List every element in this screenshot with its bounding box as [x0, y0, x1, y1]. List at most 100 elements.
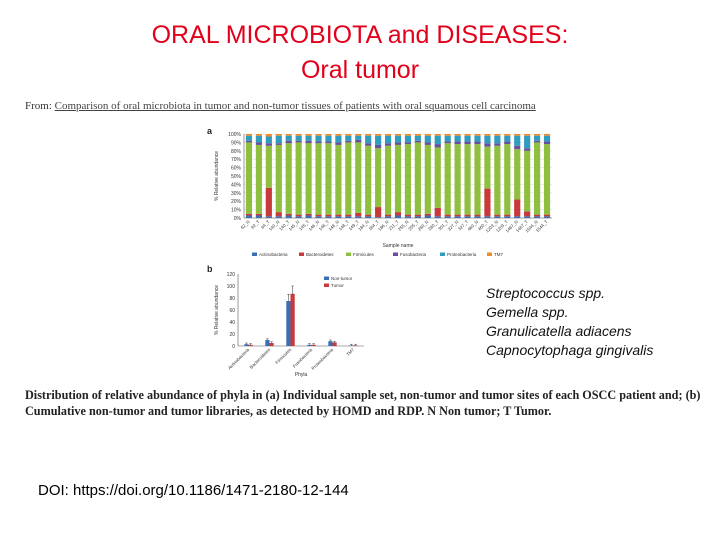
panel-a-label: a.: [207, 126, 215, 136]
chart-a-bar-segment: [315, 214, 322, 217]
chart-a-bar-segment: [504, 214, 511, 217]
chart-a-bar-segment: [534, 214, 541, 217]
chart-a-bar-segment: [454, 134, 461, 136]
chart-a-bar-segment: [305, 135, 312, 141]
chart-a-bar-segment: [434, 135, 441, 145]
chart-a-bar-segment: [424, 215, 431, 218]
chart-a-bar-segment: [305, 215, 312, 218]
chart-a-bar-segment: [444, 134, 451, 136]
chart-a-bar-segment: [494, 134, 501, 136]
chart-a-y-tick-label: 60%: [231, 166, 242, 172]
chart-a-bar-segment: [335, 216, 342, 218]
chart-a-bar-segment: [474, 216, 481, 218]
chart-a-bar-segment: [335, 144, 342, 215]
chart-a-bar-segment: [275, 143, 282, 145]
chart-a-bar-segment: [474, 135, 481, 142]
chart-a-bar-segment: [245, 215, 253, 218]
chart-a-bar-segment: [375, 148, 382, 208]
caption-line-2: Cumulative non-tumor and tumor libraries…: [25, 404, 552, 418]
chart-a-bar-segment: [434, 147, 441, 208]
chart-a-bar-segment: [335, 142, 342, 145]
chart-a-bar-segment: [305, 140, 312, 144]
chart-b-legend-swatch: [324, 283, 329, 287]
chart-a-x-tick-label: 62_T: [250, 219, 261, 230]
chart-a-bar-segment: [384, 134, 392, 136]
chart-a-bar-segment: [325, 135, 332, 142]
chart-a-bar-segment: [285, 143, 292, 214]
chart-a-bar-segment: [305, 213, 312, 216]
chart-a-bar-segment: [454, 141, 461, 145]
caption-line-1: Distribution of relative abundance of ph…: [25, 388, 701, 402]
chart-a-bar-segment: [384, 214, 392, 217]
chart-a-bar-segment: [365, 135, 372, 144]
chart-a-bar-segment: [514, 149, 521, 200]
chart-a-bar-segment: [464, 134, 471, 136]
chart-a-bar-segment: [543, 214, 551, 217]
chart-a-bar-segment: [504, 144, 511, 215]
species-item: Granulicatella adiacens: [486, 323, 632, 339]
chart-a-bar-segment: [275, 135, 282, 144]
chart-b-bar: [248, 344, 253, 346]
chart-a-bar-segment: [504, 141, 511, 145]
chart-a-bar-segment: [524, 148, 531, 151]
chart-a-bar-segment: [514, 145, 521, 150]
chart-a-bar-segment: [414, 214, 421, 217]
chart-a-bar-segment: [365, 214, 372, 217]
chart-a-bar-segment: [325, 216, 332, 218]
species-item: Gemella spp.: [486, 304, 569, 320]
chart-a-bar-segment: [464, 135, 471, 142]
chart-a-bar-segment: [543, 144, 551, 215]
chart-a-legend-label: Proteobacteria: [447, 252, 477, 257]
chart-a-bar-segment: [285, 215, 292, 218]
chart-a-y-tick-label: 40%: [231, 182, 242, 188]
chart-a-y-tick-label: 10%: [231, 208, 242, 214]
chart-a-bar-segment: [335, 135, 342, 143]
chart-a-bar-segment: [543, 134, 551, 136]
chart-a-bar-segment: [514, 199, 521, 217]
chart-a-bar-segment: [295, 135, 302, 141]
chart-a-bar-segment: [365, 143, 372, 146]
chart-a-bar-segment: [504, 134, 511, 136]
chart-a-bar-segment: [345, 216, 352, 218]
species-item: Streptococcus spp.: [486, 285, 606, 301]
chart-a-y-axis-label: % Relative abundance: [214, 151, 220, 201]
chart-b-bar: [328, 341, 333, 346]
chart-a-bar-segment: [335, 214, 342, 217]
chart-a-bar-segment: [355, 139, 362, 143]
chart-a-bar-segment: [444, 135, 451, 142]
chart-a-bar-segment: [434, 207, 441, 217]
chart-a-bar-segment: [494, 216, 501, 218]
source-article-link[interactable]: Comparison of oral microbiota in tumor a…: [54, 100, 536, 112]
chart-b-bar: [286, 301, 291, 346]
chart-a-bar-segment: [285, 213, 292, 216]
chart-a-bar-segment: [305, 134, 312, 136]
chart-a-bar-segment: [474, 144, 481, 215]
chart-a-legend-label: TM7: [494, 252, 503, 257]
chart-b-bar: [269, 343, 274, 346]
chart-a-y-tick-label: 30%: [231, 191, 242, 197]
chart-a-legend-swatch: [393, 252, 398, 256]
chart-a-bar-segment: [404, 144, 412, 215]
chart-a-bar-segment: [484, 146, 491, 189]
chart-a-bar-segment: [345, 135, 352, 141]
chart-a-bar-segment: [375, 207, 382, 218]
chart-a-bar-segment: [255, 135, 262, 143]
chart-a-legend-label: Fusobacteria: [400, 252, 427, 257]
chart-a-bar-segment: [424, 134, 431, 136]
chart-a-bar-segment: [414, 134, 421, 136]
chart-a-bar-segment: [434, 144, 441, 148]
chart-a-bar-segment: [245, 140, 253, 143]
chart-b-y-tick-label: 60: [229, 308, 235, 314]
chart-a-bar-segment: [255, 215, 262, 218]
chart-a-bar-segment: [255, 144, 262, 214]
chart-a-bar-segment: [464, 144, 471, 215]
chart-a-bar-segment: [245, 135, 253, 141]
chart-a-bar-segment: [494, 143, 501, 146]
chart-a-bar-segment: [394, 142, 402, 145]
chart-a-bar-segment: [524, 211, 531, 217]
chart-a-bar-segment: [543, 135, 551, 142]
chart-a-bar-segment: [484, 135, 491, 144]
chart-a-bar-segment: [365, 145, 372, 215]
chart-a-bar-segment: [414, 142, 421, 215]
chart-a-legend-label: Bacteroidetes: [306, 252, 334, 257]
